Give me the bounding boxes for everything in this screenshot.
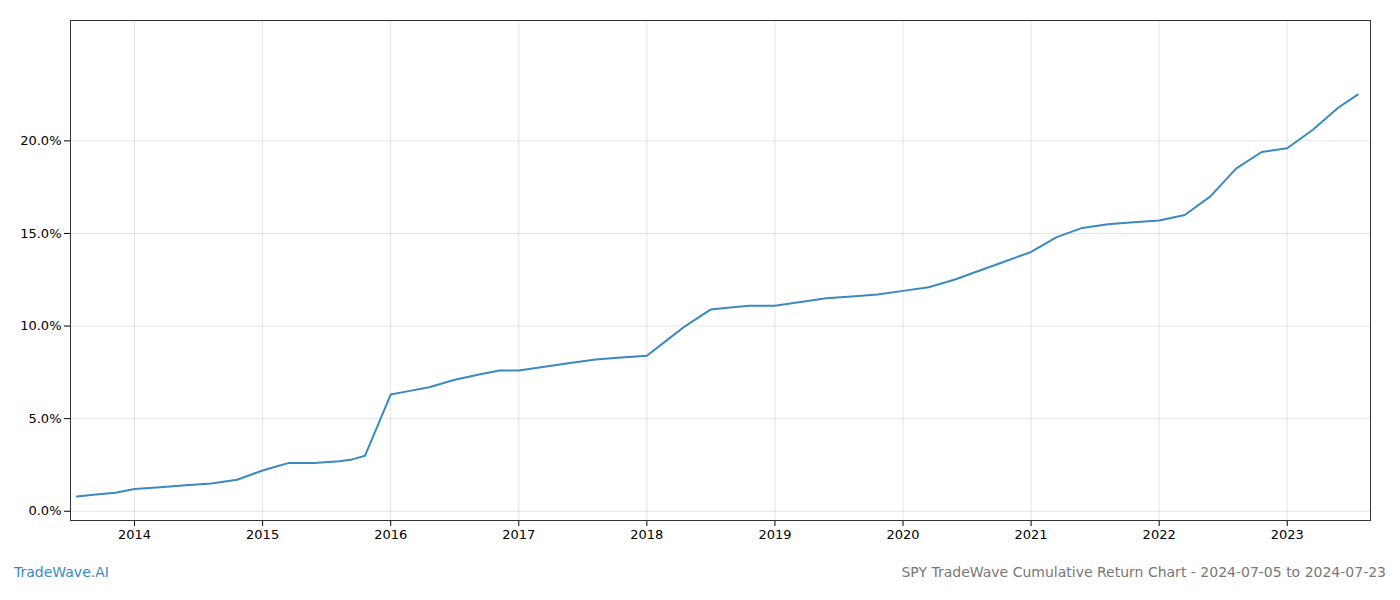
svg-text:10.0%: 10.0% (20, 318, 61, 333)
svg-text:2019: 2019 (758, 527, 791, 542)
html-text:SPY TradeWave Cumulative Retur: SPY TradeWave Cumulative Return Chart - … (901, 564, 1386, 580)
svg-text:2018: 2018 (630, 527, 663, 542)
svg-text:2016: 2016 (374, 527, 407, 542)
svg-text:2015: 2015 (246, 527, 279, 542)
svg-text:2022: 2022 (1143, 527, 1176, 542)
svg-text:0.0%: 0.0% (28, 503, 61, 518)
svg-text:15.0%: 15.0% (20, 226, 61, 241)
svg-text:2021: 2021 (1015, 527, 1048, 542)
html-text:TradeWave.AI: TradeWave.AI (14, 564, 109, 580)
svg-text:2020: 2020 (886, 527, 919, 542)
svg-text:5.0%: 5.0% (28, 411, 61, 426)
svg-text:2017: 2017 (502, 527, 535, 542)
svg-text:2023: 2023 (1271, 527, 1304, 542)
svg-text:2014: 2014 (118, 527, 151, 542)
svg-text:20.0%: 20.0% (20, 133, 61, 148)
